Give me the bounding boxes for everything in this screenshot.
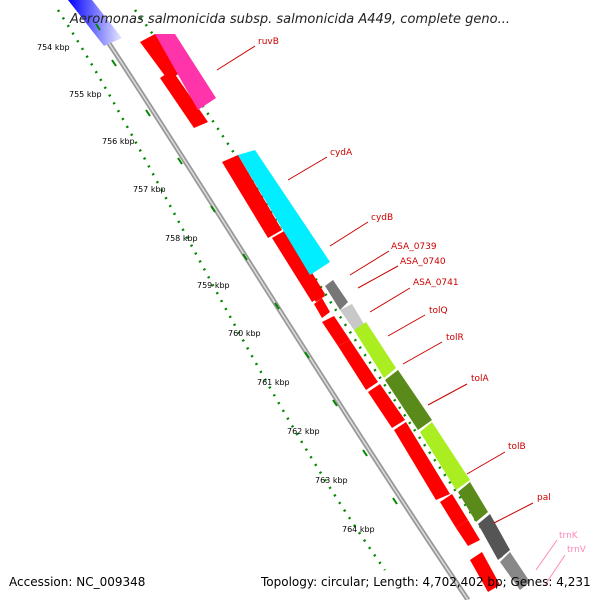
gene-label[interactable]: tolB (508, 442, 526, 452)
tola-category (420, 422, 470, 490)
gene-leader-line (329, 221, 369, 247)
gene-leader-line (387, 314, 426, 337)
cds-tolr (368, 384, 405, 428)
trna-label[interactable]: trnK (559, 531, 579, 541)
tick-label: 757 kbp (133, 185, 166, 194)
left-dotted-guide (56, 9, 387, 571)
cds-cyda (222, 155, 282, 238)
tick-mark (362, 449, 368, 457)
trna-label[interactable]: trnV (567, 545, 587, 555)
tick-mark (111, 59, 117, 67)
gene-label-layer: ruvB cydA cydB ASA_0739 ASA_0740 ASA_0741 tolQ… (216, 37, 551, 524)
tick-mark (392, 497, 398, 505)
tick-label: 760 kbp (228, 329, 261, 338)
topology-summary-text: Topology: circular; Length: 4,702,402 bp… (260, 575, 591, 589)
cds-tolq (338, 340, 378, 390)
gene-leader-line (357, 265, 399, 289)
trna-leader-line (544, 554, 566, 586)
gene-leader-line (369, 287, 411, 313)
small-cds-2 (314, 298, 330, 318)
feature-blocks (68, 0, 530, 592)
tick-label: 763 kbp (315, 476, 348, 485)
tick-mark (274, 302, 280, 310)
gene-label[interactable]: tolA (471, 374, 490, 384)
tick-label: 761 kbp (257, 378, 290, 387)
tolq-category (354, 322, 396, 378)
trna-label-layer: trnK trnV (535, 531, 587, 586)
gene-label[interactable]: ASA_0741 (413, 278, 459, 288)
accession-text: Accession: NC_009348 (9, 575, 145, 589)
tick-label: 758 kbp (165, 234, 198, 243)
ruvb-category (155, 34, 216, 110)
trna-leader-line (535, 539, 558, 571)
gene-leader-line (427, 383, 468, 406)
asa-lightgray (340, 304, 364, 330)
tick-label: 755 kbp (69, 90, 102, 99)
cds-ruvb-2 (160, 70, 208, 128)
cds-cydb (272, 230, 325, 302)
tick-mark (304, 351, 310, 359)
tick-label: 754 kbp (37, 43, 70, 52)
pal-gray-2 (500, 552, 530, 590)
gene-leader-line (349, 250, 390, 276)
blue-feature (68, 0, 122, 46)
track-guides (56, 9, 527, 591)
tick-label: 762 kbp (287, 427, 320, 436)
small-cds-1 (308, 284, 325, 302)
tick-layer: 754 kbp 755 kbp 756 kbp 757 kbp 758 kbp 759 k… (37, 23, 398, 534)
gene-leader-line (287, 156, 328, 181)
tick-label: 759 kbp (197, 281, 230, 290)
gene-label[interactable]: tolQ (429, 306, 448, 316)
gene-leader-line (216, 45, 256, 71)
gene-label[interactable]: ASA_0739 (391, 242, 437, 252)
gene-label[interactable]: ASA_0740 (400, 257, 446, 267)
gene-label[interactable]: cydB (371, 213, 393, 223)
tick-mark (177, 157, 183, 165)
gene-leader-line (493, 502, 534, 524)
tick-mark (210, 205, 216, 213)
tick-mark (242, 253, 248, 261)
map-title: Aeromonas salmonicida subsp. salmonicida… (69, 12, 510, 27)
gene-leader-line (466, 451, 506, 475)
cds-pal-1 (440, 494, 468, 528)
cds-bottom (470, 552, 500, 592)
tick-label: 756 kbp (102, 137, 135, 146)
tick-mark (145, 109, 151, 117)
gene-label[interactable]: tolR (446, 333, 464, 343)
tick-label: 764 kbp (342, 525, 375, 534)
tick-mark (332, 399, 338, 407)
cds-ruvb-1 (140, 34, 182, 80)
tick-mark (95, 23, 101, 31)
cds-tola (394, 422, 450, 500)
cds-pal-2 (456, 520, 480, 546)
gene-label[interactable]: ruvB (258, 37, 279, 47)
tolr-category (385, 370, 432, 430)
cds-asa-1 (322, 316, 350, 346)
cydb-gray (325, 280, 348, 310)
gene-label[interactable]: cydA (330, 148, 353, 158)
cyda-category (238, 150, 330, 275)
tolb-category (458, 482, 488, 522)
gene-leader-line (402, 341, 443, 365)
gene-label[interactable]: pal (537, 493, 551, 503)
pal-darkgray (478, 514, 510, 560)
backbone-shadow (79, 0, 469, 600)
